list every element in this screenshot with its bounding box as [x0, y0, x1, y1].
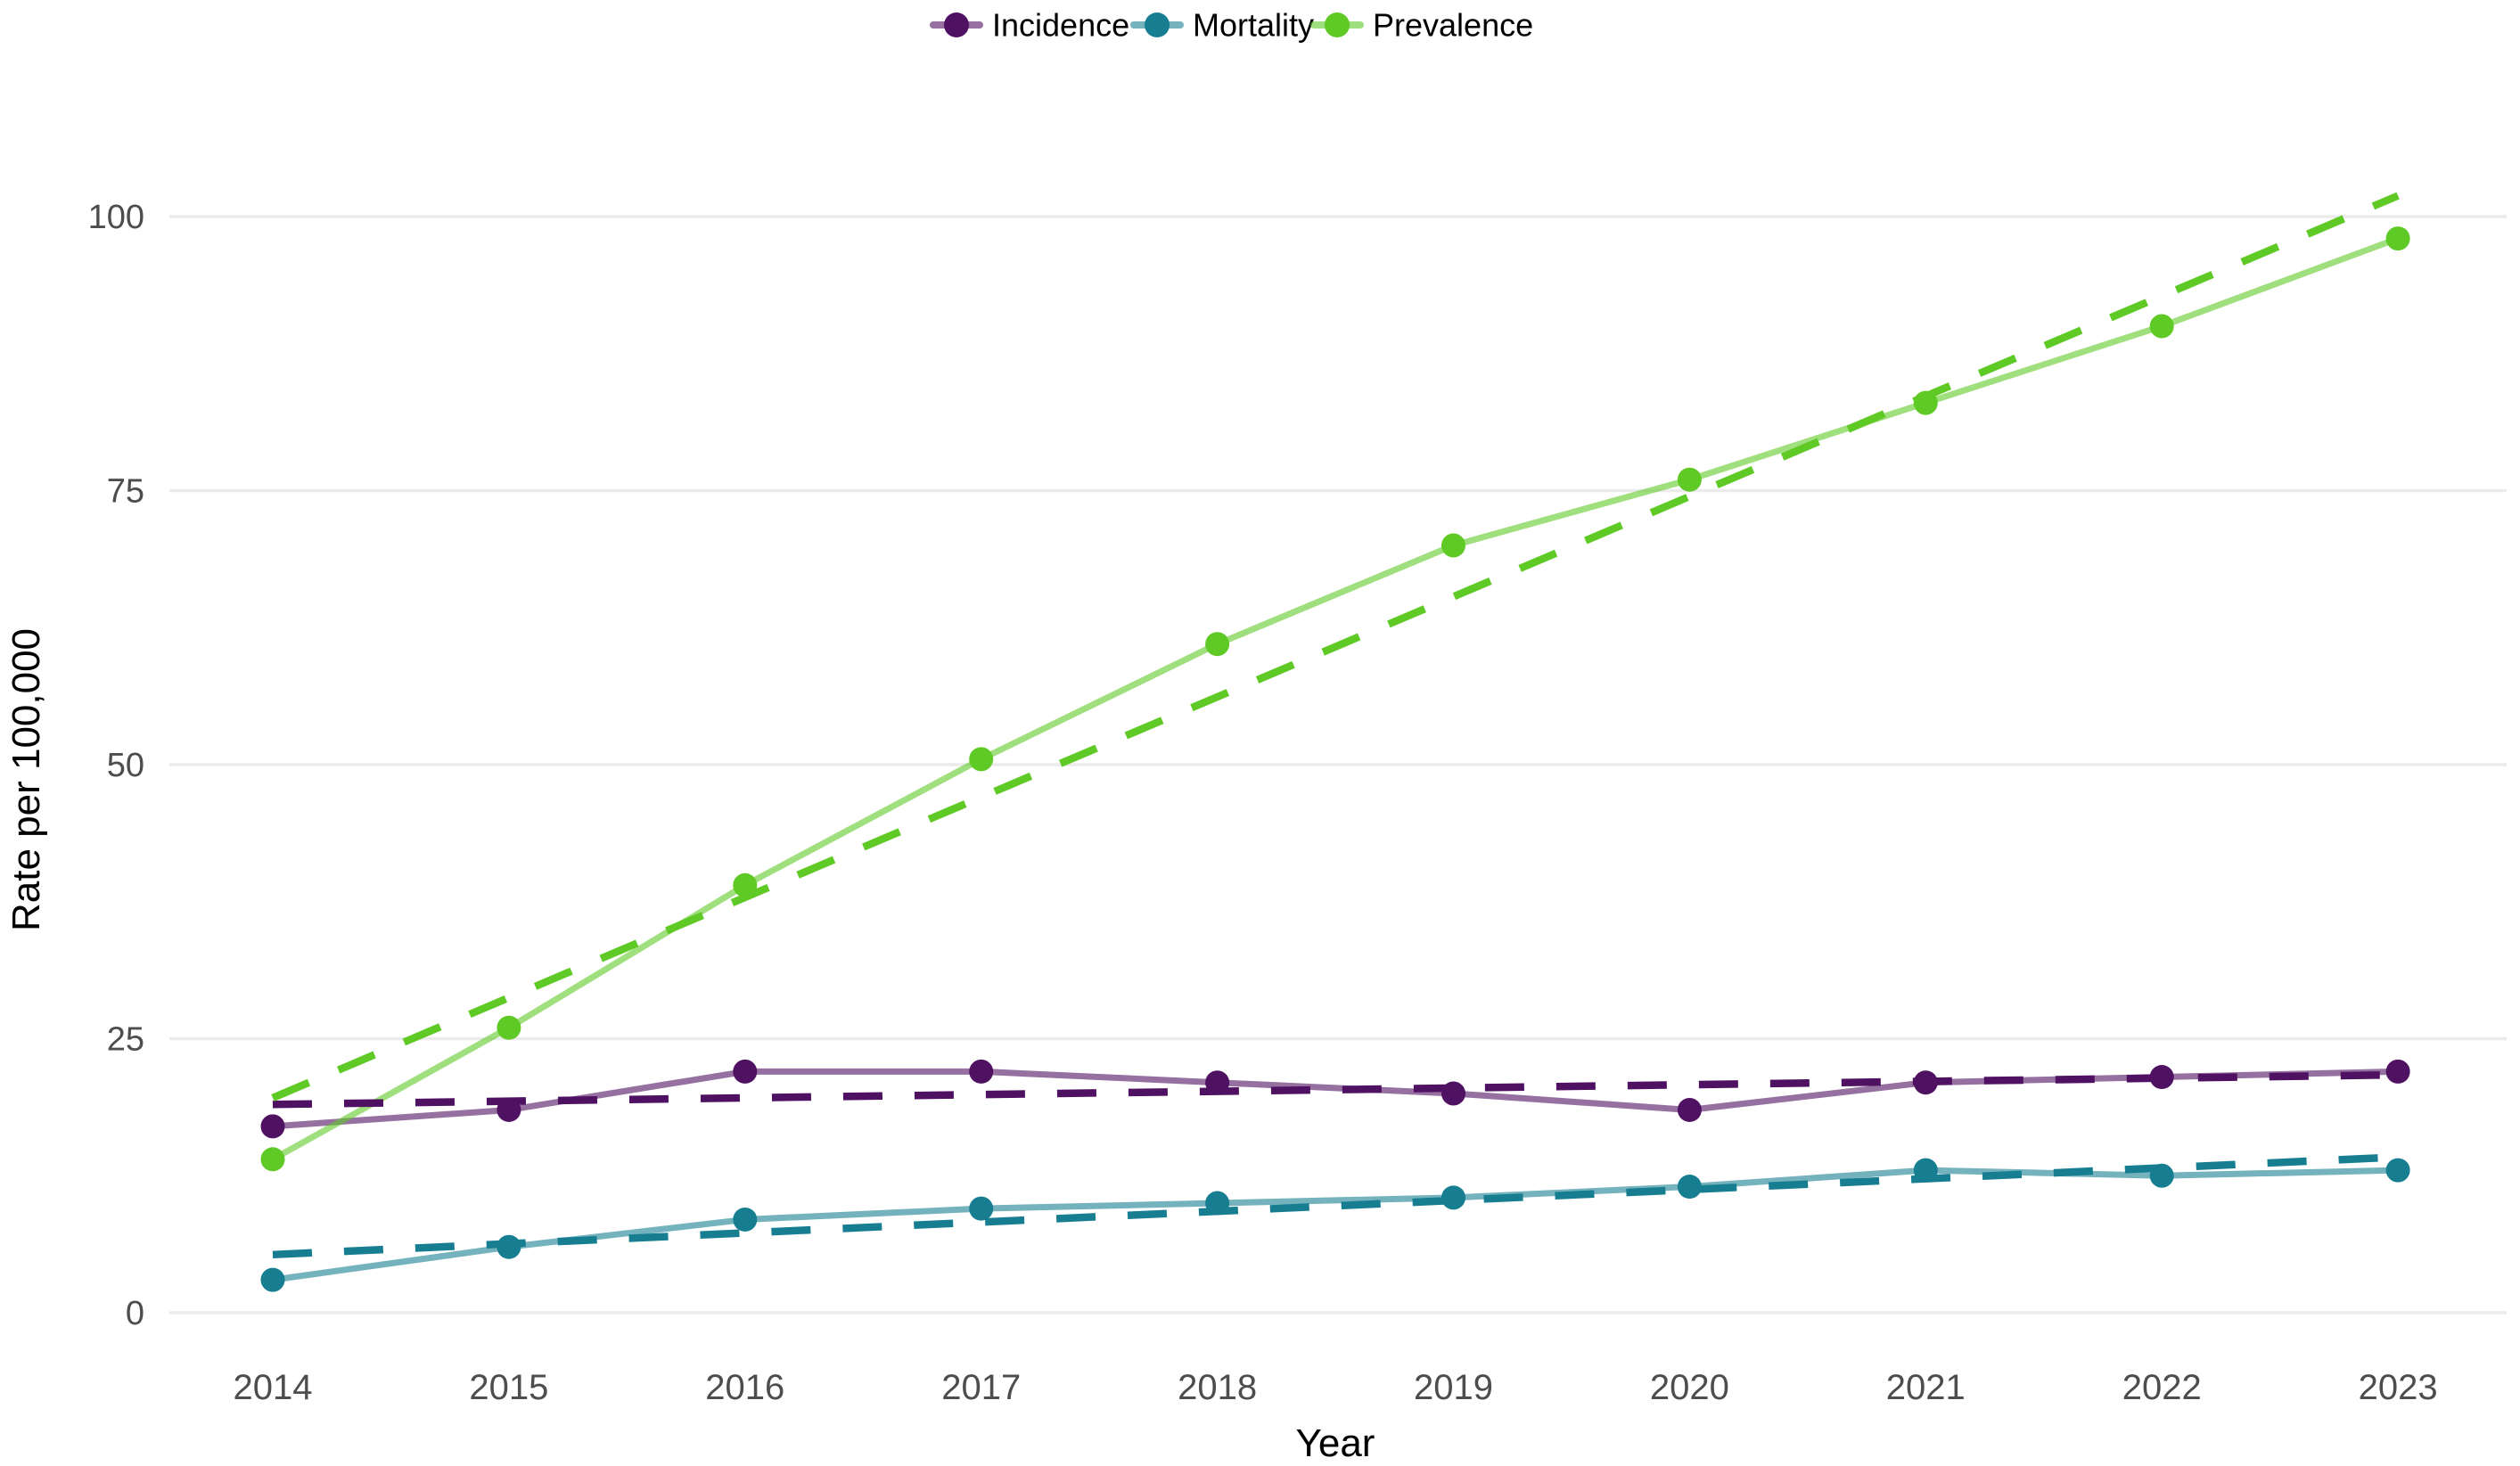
- x-tick-label-2023: 2023: [2359, 1368, 2438, 1407]
- y-axis-title: Rate per 100,000: [4, 628, 48, 931]
- x-tick-label-2016: 2016: [705, 1368, 784, 1407]
- legend: Incidence Mortality Prevalence: [930, 7, 1533, 44]
- data-point-mortality-2017: [969, 1196, 994, 1221]
- data-point-prevalence-2019: [1441, 533, 1465, 558]
- series-line-mortality: [269, 1167, 2401, 1283]
- legend-item-mortality: Mortality: [1130, 7, 1314, 44]
- data-point-incidence-2023: [2385, 1059, 2410, 1084]
- gridlines-layer: [169, 215, 2507, 1314]
- data-point-mortality-2020: [1677, 1175, 1702, 1200]
- x-tick-label-2014: 2014: [234, 1368, 313, 1407]
- data-point-prevalence-2015: [497, 1015, 521, 1040]
- data-point-incidence-2014: [260, 1114, 285, 1139]
- data-point-prevalence-2023: [2385, 226, 2410, 251]
- y-tick-label: 25: [107, 1021, 144, 1059]
- series-line-incidence: [269, 1068, 2401, 1130]
- x-axis-title: Year: [1296, 1421, 1375, 1465]
- x-tick-label-2017: 2017: [941, 1368, 1021, 1407]
- data-point-incidence-2016: [733, 1059, 758, 1084]
- data-point-prevalence-2014: [260, 1147, 285, 1172]
- series-prevalence: [260, 226, 2410, 1172]
- x-tick-label-2020: 2020: [1650, 1368, 1729, 1407]
- data-point-prevalence-2022: [2149, 314, 2174, 339]
- x-tick-label-2015: 2015: [469, 1368, 548, 1407]
- x-tick-label-2022: 2022: [2122, 1368, 2202, 1407]
- legend-label-incidence: Incidence: [992, 7, 1129, 44]
- legend-key-dot-prevalence: [1325, 12, 1350, 37]
- y-tick-label: 100: [88, 199, 144, 236]
- x-tick-label-2019: 2019: [1414, 1368, 1493, 1407]
- y-tick-label: 50: [107, 747, 144, 784]
- legend-item-incidence: Incidence: [930, 7, 1129, 44]
- x-tick-label-2021: 2021: [1886, 1368, 1966, 1407]
- y-axis-tick-labels: 0 25 50 75 100: [88, 199, 144, 1332]
- data-point-prevalence-2018: [1205, 632, 1230, 657]
- y-tick-label: 75: [107, 473, 144, 511]
- data-point-mortality-2023: [2385, 1158, 2410, 1183]
- legend-label-mortality: Mortality: [1193, 7, 1314, 44]
- y-tick-label: 0: [126, 1295, 144, 1332]
- trend-line-mortality: [272, 1153, 2399, 1259]
- x-axis-tick-labels: 2014 2015 2016 2017 2018 2019 2020 2021 2022 2023: [234, 1368, 2438, 1407]
- data-point-mortality-2014: [260, 1267, 285, 1292]
- trend-line-prevalence: [271, 192, 2400, 1102]
- trend-lines-layer: [271, 192, 2400, 1259]
- x-tick-label-2018: 2018: [1178, 1368, 1257, 1407]
- series-line-prevalence: [269, 235, 2401, 1163]
- data-point-prevalence-2020: [1677, 467, 1702, 492]
- data-point-prevalence-2017: [969, 747, 994, 772]
- legend-key-dot-incidence: [944, 12, 969, 37]
- data-point-incidence-2017: [969, 1059, 994, 1084]
- legend-key-dot-mortality: [1145, 12, 1170, 37]
- series-mortality: [260, 1158, 2410, 1292]
- legend-item-prevalence: Prevalence: [1310, 7, 1533, 44]
- legend-label-prevalence: Prevalence: [1373, 7, 1533, 44]
- data-point-mortality-2016: [733, 1207, 758, 1232]
- series-layer: [260, 226, 2410, 1292]
- data-point-incidence-2020: [1677, 1097, 1702, 1122]
